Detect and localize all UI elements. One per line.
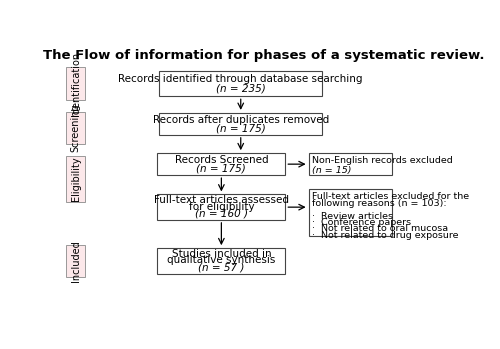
Text: (n = 15): (n = 15) — [312, 166, 351, 175]
Text: ·  Not related to oral mucosa: · Not related to oral mucosa — [312, 224, 448, 233]
Text: ·  Not related to drug exposure: · Not related to drug exposure — [312, 231, 458, 240]
Text: ·  Review articles: · Review articles — [312, 211, 392, 221]
Text: (n = 235): (n = 235) — [216, 83, 266, 94]
FancyBboxPatch shape — [66, 245, 85, 277]
FancyBboxPatch shape — [160, 113, 322, 135]
Text: Full-text articles assessed: Full-text articles assessed — [154, 195, 289, 205]
Text: Included: Included — [70, 240, 81, 282]
Text: Records Screened: Records Screened — [174, 155, 268, 165]
FancyBboxPatch shape — [66, 112, 85, 144]
Text: Studies included in: Studies included in — [172, 249, 271, 259]
Text: for eligibility: for eligibility — [188, 202, 254, 211]
FancyBboxPatch shape — [158, 248, 286, 274]
FancyBboxPatch shape — [158, 194, 286, 220]
Text: Identification: Identification — [70, 51, 81, 116]
Text: ·  Conference papers: · Conference papers — [312, 218, 411, 227]
Text: Eligibility: Eligibility — [70, 157, 81, 201]
Text: The Flow of information for phases of a systematic review.: The Flow of information for phases of a … — [44, 49, 485, 61]
Text: Non-English records excluded: Non-English records excluded — [312, 156, 452, 165]
Text: Screening: Screening — [70, 104, 81, 152]
FancyBboxPatch shape — [160, 71, 322, 96]
Text: Records after duplicates removed: Records after duplicates removed — [152, 114, 329, 125]
FancyBboxPatch shape — [66, 67, 85, 100]
Text: Records identified through database searching: Records identified through database sear… — [118, 74, 363, 84]
Text: (n = 57 ): (n = 57 ) — [198, 262, 244, 273]
Text: following reasons (n = 103):: following reasons (n = 103): — [312, 199, 446, 208]
FancyBboxPatch shape — [308, 153, 392, 175]
Text: (n = 160 ): (n = 160 ) — [195, 209, 248, 219]
FancyBboxPatch shape — [66, 156, 85, 202]
Text: Full-text articles excluded for the: Full-text articles excluded for the — [312, 192, 469, 201]
Text: (n = 175): (n = 175) — [196, 164, 246, 174]
FancyBboxPatch shape — [308, 189, 392, 236]
Text: qualitative synthesis: qualitative synthesis — [167, 255, 276, 265]
Text: (n = 175): (n = 175) — [216, 124, 266, 134]
FancyBboxPatch shape — [158, 153, 286, 175]
